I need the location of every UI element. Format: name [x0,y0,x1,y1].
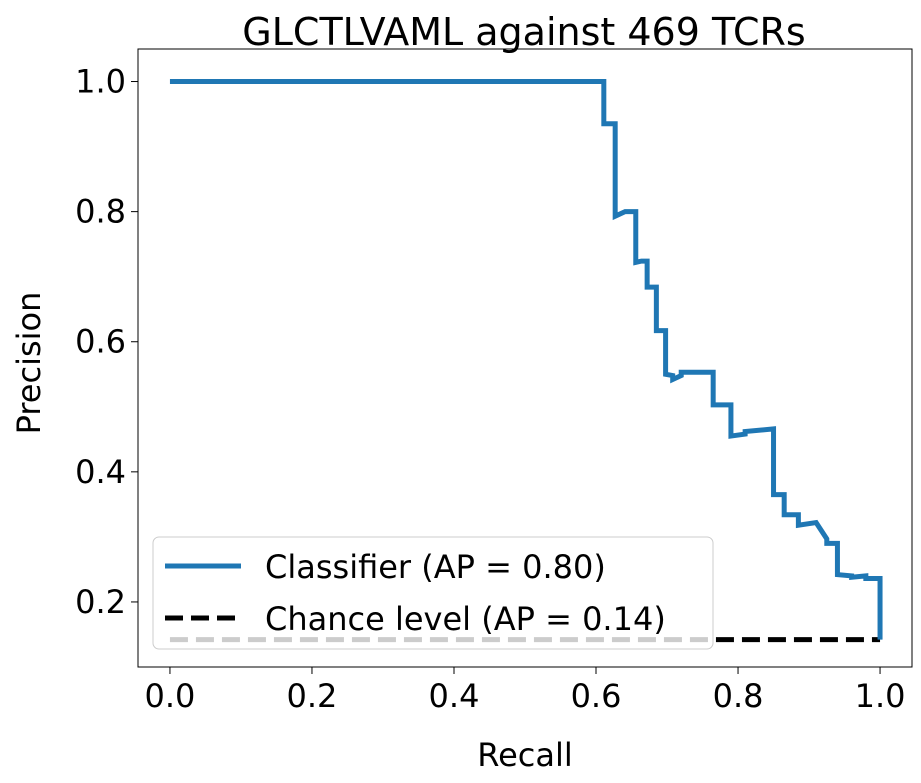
chart-title: GLCTLVAML against 469 TCRs [242,10,805,54]
y-tick-label: 0.6 [75,323,126,361]
x-tick-label: 0.6 [571,677,622,715]
legend: Classifier (AP = 0.80) Chance level (AP … [152,536,714,650]
legend-classifier-label: Classifier (AP = 0.80) [265,548,606,586]
x-axis-label: Recall [477,736,572,774]
y-tick-label: 0.8 [75,193,126,231]
y-tick-label: 0.2 [75,583,126,621]
x-tick-label: 0.8 [713,677,764,715]
x-axis-ticks: 0.0 0.2 0.4 0.6 0.8 1.0 [145,667,906,715]
y-tick-label: 1.0 [75,63,126,101]
y-tick-label: 0.4 [75,453,126,491]
x-tick-label: 0.0 [145,677,196,715]
x-tick-label: 1.0 [855,677,906,715]
x-tick-label: 0.2 [287,677,338,715]
legend-box [152,536,714,650]
classifier-pr-curve [169,79,883,640]
y-axis-label: Precision [10,292,48,435]
legend-chance-label: Chance level (AP = 0.14) [265,600,666,638]
x-tick-label: 0.4 [429,677,480,715]
plot-frame [137,48,913,668]
y-axis-ticks: 0.2 0.4 0.6 0.8 1.0 [75,63,138,621]
